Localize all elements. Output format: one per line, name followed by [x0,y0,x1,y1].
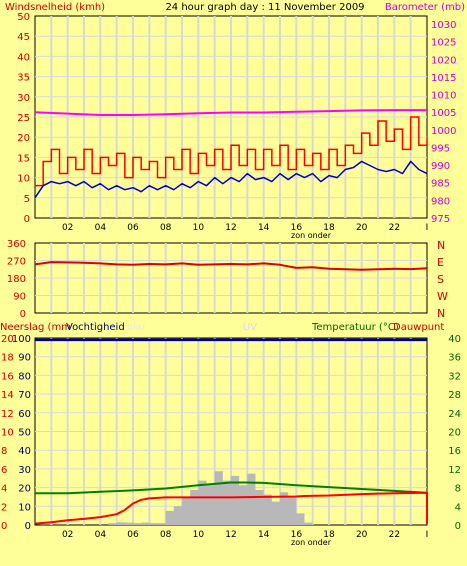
wind-y-tick: 5 [24,194,30,205]
barometer-y-tick: 975 [431,214,450,225]
temperature-y-tick: 16 [448,446,461,457]
x-tick-label: 08 [160,530,172,540]
x-tick-label: I [426,530,429,540]
direction-y-tick: 0 [20,309,26,320]
barometer-y-tick: 1010 [431,91,456,102]
humidity-y-tick: 70 [18,390,31,401]
sunset-marker-label: zon onder [291,538,332,547]
temperature-y-tick: 0 [455,521,461,532]
compass-label: E [437,256,444,269]
temperature-y-tick: 4 [455,502,461,513]
x-tick-label: 10 [193,223,205,233]
rain-y-tick: 6 [1,465,7,476]
barometer-y-tick: 1020 [431,55,456,66]
temperature-y-tick: 8 [455,484,461,495]
wind-y-tick: 20 [17,133,30,144]
humidity-y-tick: 0 [25,521,31,532]
compass-label: S [437,273,444,286]
temperature-y-tick: 40 [448,334,461,345]
temperature-axis-title: Temperatuur (°C) [311,322,399,333]
wind-y-tick: 25 [17,113,30,124]
wind-y-tick: 50 [17,12,30,23]
barometer-axis-title: Barometer (mb) [385,2,465,13]
rain-y-tick: 10 [1,428,14,439]
barometer-y-tick: 1000 [431,126,456,137]
direction-y-tick: 270 [7,257,26,268]
temperature-y-tick: 12 [448,465,461,476]
humidity-y-tick: 30 [18,465,31,476]
rain-y-tick: 16 [1,371,14,382]
x-tick-label: 14 [258,530,270,540]
x-tick-label: 14 [258,223,270,233]
x-tick-label: 22 [389,530,400,540]
x-tick-label: 06 [127,530,139,540]
chart-title: 24 hour graph day : 11 November 2009 [165,2,364,13]
humidity-y-tick: 90 [18,353,31,364]
barometer-y-tick: 1025 [431,38,456,49]
barometer-y-tick: 1005 [431,108,456,119]
compass-label: W [437,290,448,303]
wind-y-tick: 35 [17,73,30,84]
wind-y-tick: 15 [17,153,30,164]
humidity-y-tick: 80 [18,371,31,382]
barometer-y-tick: 1030 [431,20,456,31]
x-tick-label: 12 [225,530,236,540]
x-tick-label: 04 [95,223,107,233]
humidity-y-tick: 50 [18,428,31,439]
uv-axis-title: UV [243,322,257,333]
rain-y-tick: 2 [1,502,7,513]
rain-y-tick: 12 [1,409,14,420]
x-tick-label: 02 [62,530,73,540]
barometer-y-tick: 1015 [431,73,456,84]
temperature-y-tick: 28 [448,390,461,401]
rain-y-tick: 0 [1,521,7,532]
x-tick-label: 06 [127,223,139,233]
barometer-y-tick: 980 [431,196,450,207]
x-tick-label: 20 [356,223,368,233]
solar-axis-title: olar [127,322,147,333]
rain-y-tick: 8 [1,446,7,457]
wind-y-tick: 0 [24,214,30,225]
barometer-y-tick: 995 [431,143,450,154]
x-tick-label: 04 [95,530,107,540]
rain-y-tick: 4 [1,484,7,495]
rain-axis-title: Neerslag (mm [0,322,71,333]
temperature-y-tick: 24 [448,409,461,420]
x-tick-label: 08 [160,223,172,233]
dewpoint-axis-title: Dauwpunt [393,322,444,333]
humidity-y-tick: 10 [18,502,31,513]
x-tick-label: I [426,223,429,233]
compass-label: N [437,239,445,252]
temperature-y-tick: 36 [448,353,461,364]
sunset-marker-label: zon onder [291,231,332,240]
x-tick-label: 10 [193,530,205,540]
x-tick-label: 02 [62,223,73,233]
rain-y-tick: 18 [1,353,14,364]
humidity-y-tick: 60 [18,409,31,420]
x-tick-label: 20 [356,530,368,540]
barometer-y-tick: 990 [431,161,450,172]
temperature-y-tick: 32 [448,371,461,382]
humidity-axis-title: Vochtigheid [66,322,125,333]
direction-y-tick: 360 [7,239,26,250]
direction-y-tick: 90 [13,292,26,303]
humidity-y-tick: 20 [18,484,31,495]
x-tick-label: 12 [225,223,236,233]
compass-label: N [437,307,445,320]
barometer-y-tick: 985 [431,179,450,190]
wind-y-tick: 10 [17,174,30,185]
humidity-y-tick: 40 [18,446,31,457]
wind-y-tick: 45 [17,32,30,43]
wind-y-tick: 40 [17,52,30,63]
rain-y-tick: 14 [1,390,14,401]
wind-y-tick: 30 [17,93,30,104]
direction-y-tick: 180 [7,274,26,285]
humidity-y-tick: 100 [12,334,31,345]
x-tick-label: 22 [389,223,400,233]
temperature-y-tick: 20 [448,428,461,439]
